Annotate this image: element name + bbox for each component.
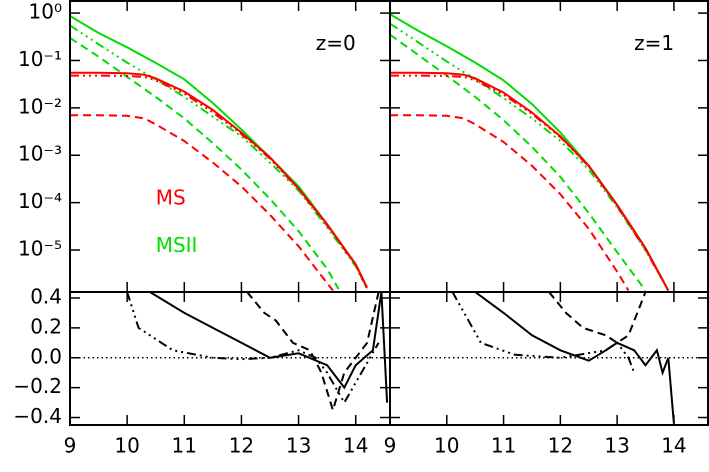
panel: 9 10 11 12 13 14 — [384, 291, 709, 458]
data-line — [390, 22, 670, 291]
data-line — [246, 292, 380, 414]
data-line — [126, 292, 380, 405]
panel-frame — [69, 291, 391, 426]
plot-area — [70, 292, 390, 414]
panel-frame — [389, 291, 709, 426]
annotation: MS — [156, 185, 186, 209]
y-tick-label: 10⁻⁵ — [18, 237, 62, 261]
data-line — [70, 114, 334, 292]
y-tick-label: −0.4 — [13, 404, 62, 428]
x-tick-label: 14 — [343, 434, 368, 458]
data-line — [70, 71, 368, 289]
annotation: z=1 — [634, 31, 674, 55]
data-line — [70, 37, 340, 290]
annotation: z=0 — [316, 31, 356, 55]
data-line — [451, 292, 636, 374]
panel: z=1 — [389, 0, 709, 293]
plot-area — [390, 292, 708, 424]
x-tick-label: 9 — [64, 434, 77, 458]
y-tick-label: 10⁻¹ — [18, 47, 62, 71]
data-line — [390, 114, 630, 292]
y-tick-label: 10⁻³ — [18, 142, 62, 166]
x-tick-label: 12 — [229, 434, 254, 458]
x-tick-label: 10 — [434, 434, 459, 458]
x-tick-label: 13 — [286, 434, 311, 458]
y-tick-label: 10⁻² — [18, 94, 62, 118]
annotation: MSII — [156, 233, 198, 257]
data-line — [548, 292, 647, 344]
data-line — [390, 13, 670, 291]
data-line — [70, 74, 369, 290]
plot-area — [70, 15, 369, 292]
x-tick-label: 12 — [548, 434, 573, 458]
x-tick-label: 11 — [172, 434, 197, 458]
x-tick-label: 13 — [604, 434, 629, 458]
data-line — [149, 292, 389, 403]
data-line — [70, 24, 368, 290]
y-tick-label: −0.2 — [13, 374, 62, 398]
panel: 9 10 11 12 13 14 0.4 0.2 0.0 −0.2 −0.4 — [13, 284, 391, 458]
panel: z=0 MS MSII 10⁰ 10⁻¹ 10⁻² 10⁻³ 10⁻⁴ 10⁻⁵ — [18, 0, 391, 293]
y-tick-label: 10⁻⁴ — [18, 189, 62, 213]
x-tick-label: 11 — [491, 434, 516, 458]
plot-area — [390, 13, 670, 292]
data-line — [390, 71, 670, 291]
data-line — [390, 74, 670, 291]
y-tick-label: 0.2 — [30, 314, 62, 338]
y-tick-label: 10⁰ — [29, 0, 62, 24]
data-line — [390, 33, 647, 292]
x-tick-label: 9 — [384, 434, 397, 458]
x-tick-label: 10 — [114, 434, 139, 458]
y-tick-label: 0.0 — [30, 344, 62, 368]
x-tick-label: 14 — [661, 434, 686, 458]
y-tick-label: 0.4 — [30, 284, 62, 308]
data-line — [70, 15, 368, 289]
